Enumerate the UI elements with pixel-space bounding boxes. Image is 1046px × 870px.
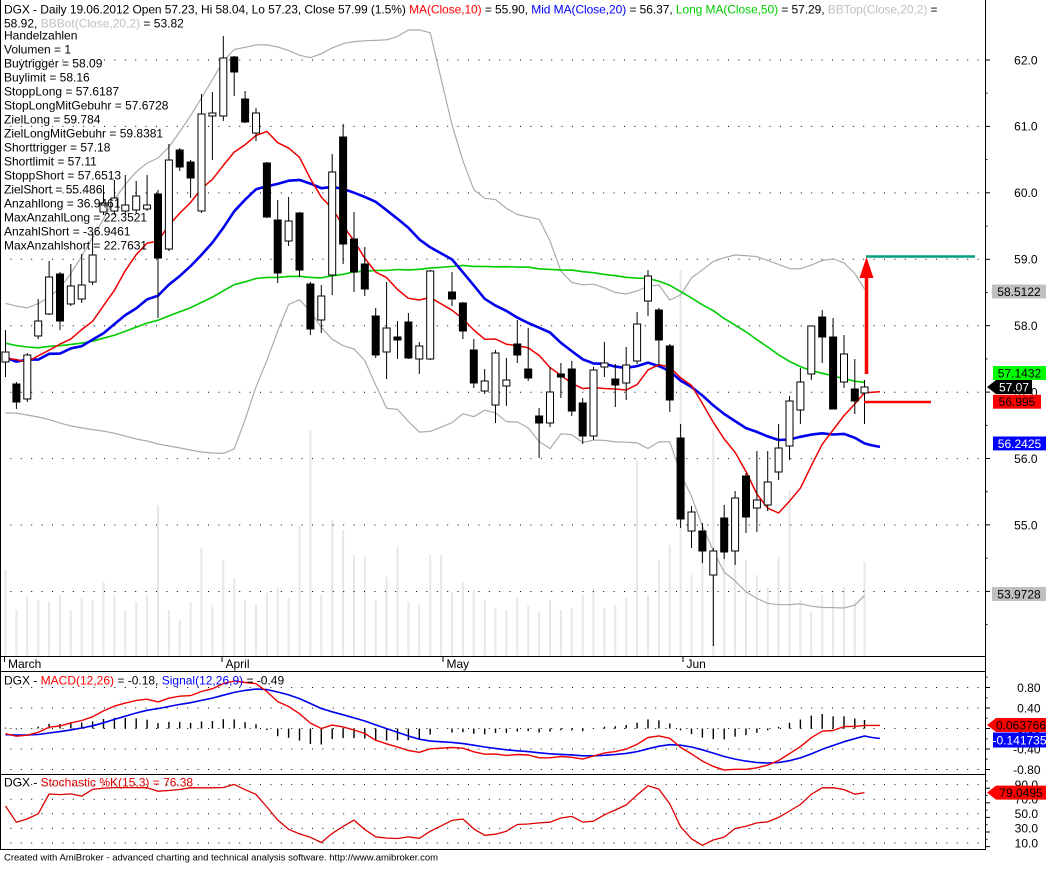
svg-text:MaxAnzahlLong = 22.3521: MaxAnzahlLong = 22.3521: [4, 211, 147, 225]
svg-text:March: March: [8, 657, 41, 671]
svg-text:58.0: 58.0: [1014, 319, 1038, 333]
svg-text:58.5122: 58.5122: [997, 285, 1041, 299]
svg-text:May: May: [447, 657, 470, 671]
svg-text:Shortlimit = 57.11: Shortlimit = 57.11: [4, 155, 97, 169]
svg-text:-0.141735: -0.141735: [992, 733, 1046, 747]
svg-text:ZielShort = 55.486: ZielShort = 55.486: [4, 183, 103, 197]
svg-text:0.063766: 0.063766: [996, 718, 1046, 732]
svg-text:58.92, BBBot(Close,20,2) = 53.: 58.92, BBBot(Close,20,2) = 53.82: [4, 17, 184, 31]
svg-text:79.0495: 79.0495: [999, 786, 1043, 800]
svg-text:Buytrigger = 58.09: Buytrigger = 58.09: [4, 57, 103, 71]
svg-text:10.0: 10.0: [1015, 836, 1039, 850]
svg-text:59.0: 59.0: [1014, 253, 1038, 267]
svg-text:AnzahlShort = -36.9461: AnzahlShort = -36.9461: [4, 225, 131, 239]
svg-text:0.40: 0.40: [1017, 701, 1041, 715]
svg-text:StoppLong = 57.6187: StoppLong = 57.6187: [4, 85, 119, 99]
svg-text:Volumen = 1: Volumen = 1: [4, 43, 71, 57]
svg-text:57.07: 57.07: [999, 380, 1029, 394]
svg-text:50.0: 50.0: [1015, 807, 1039, 821]
svg-text:56.0: 56.0: [1014, 452, 1038, 466]
svg-text:62.0: 62.0: [1014, 53, 1038, 67]
svg-text:56.2425: 56.2425: [998, 437, 1042, 451]
svg-text:Buylimit = 58.16: Buylimit = 58.16: [4, 71, 90, 85]
svg-text:60.0: 60.0: [1014, 186, 1038, 200]
svg-text:-0.80: -0.80: [1013, 763, 1041, 777]
svg-text:MaxAnzahlshort = 22.7631: MaxAnzahlshort = 22.7631: [4, 239, 147, 253]
svg-text:DGX - Daily 19.06.2012 Open 57: DGX - Daily 19.06.2012 Open 57.23, Hi 58…: [4, 3, 938, 17]
svg-text:Created with AmiBroker - advan: Created with AmiBroker - advanced charti…: [4, 853, 438, 864]
svg-text:ZielLongMitGebuhr = 59.8381: ZielLongMitGebuhr = 59.8381: [4, 127, 163, 141]
svg-text:53.9728: 53.9728: [997, 587, 1041, 601]
svg-text:Jun: Jun: [687, 657, 706, 671]
svg-text:0.80: 0.80: [1017, 681, 1041, 695]
svg-text:56.995: 56.995: [999, 395, 1036, 409]
svg-text:61.0: 61.0: [1014, 120, 1038, 134]
svg-text:ZielLong = 59.784: ZielLong = 59.784: [4, 113, 101, 127]
svg-text:DGX - Stochastic %K(15,3) = 76: DGX - Stochastic %K(15,3) = 76.38: [4, 776, 193, 790]
svg-text:55.0: 55.0: [1014, 518, 1038, 532]
svg-text:StoppShort = 57.6513: StoppShort = 57.6513: [4, 169, 121, 183]
svg-text:StopLongMitGebuhr = 57.6728: StopLongMitGebuhr = 57.6728: [4, 99, 169, 113]
svg-text:Anzahllong = 36.9461: Anzahllong = 36.9461: [4, 197, 121, 211]
svg-text:Handelzahlen: Handelzahlen: [4, 29, 77, 43]
svg-text:57.1432: 57.1432: [998, 366, 1042, 380]
svg-text:30.0: 30.0: [1015, 822, 1039, 836]
svg-text:Shorttrigger = 57.18: Shorttrigger = 57.18: [4, 141, 111, 155]
svg-text:April: April: [226, 657, 250, 671]
svg-text:DGX - MACD(12,26) = -0.18, Sig: DGX - MACD(12,26) = -0.18, Signal(12,26,…: [4, 674, 284, 688]
